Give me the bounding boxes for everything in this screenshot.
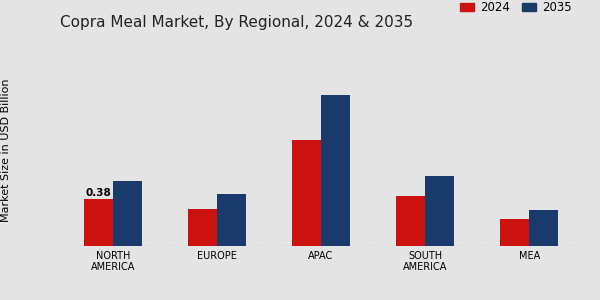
- Text: 0.38: 0.38: [85, 188, 111, 198]
- Bar: [217, 194, 246, 246]
- Bar: [396, 196, 425, 246]
- Bar: [500, 219, 529, 246]
- Bar: [529, 210, 558, 246]
- Bar: [425, 176, 454, 246]
- Bar: [321, 94, 350, 246]
- Bar: [188, 209, 217, 246]
- Bar: [292, 140, 321, 246]
- Legend: 2024, 2035: 2024, 2035: [455, 0, 576, 19]
- Text: Copra Meal Market, By Regional, 2024 & 2035: Copra Meal Market, By Regional, 2024 & 2…: [60, 15, 413, 30]
- Text: Market Size in USD Billion: Market Size in USD Billion: [1, 78, 11, 222]
- Bar: [113, 182, 142, 246]
- Bar: [84, 199, 113, 246]
